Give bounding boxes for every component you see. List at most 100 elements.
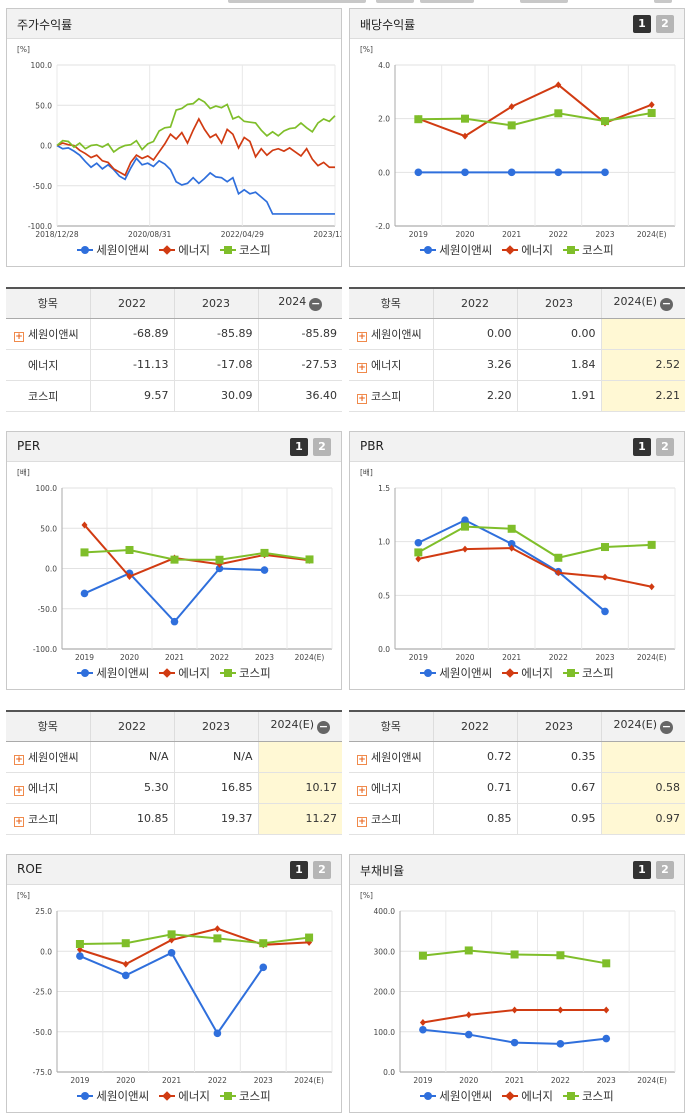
legend-item[interactable]: 에너지: [502, 1088, 553, 1104]
table-cell: 0.72: [432, 741, 517, 773]
y-tick-label: 25.0: [35, 907, 52, 916]
collapse-column-icon[interactable]: −: [660, 720, 674, 735]
per-table: 항목 2022 2023 2024(E) − + 세원이앤씨 N/A N/A + 에너지 5.30 16…: [6, 710, 342, 835]
tab-1[interactable]: 1: [633, 15, 651, 33]
row-label[interactable]: + 세원이앤씨: [6, 318, 90, 350]
legend-item[interactable]: 세원이앤씨: [420, 1088, 492, 1104]
table-row: + 에너지 0.71 0.67 0.58: [349, 772, 685, 804]
data-point: [419, 1025, 427, 1034]
tab-1[interactable]: 1: [633, 438, 651, 456]
legend-item[interactable]: 코스피: [219, 1088, 271, 1104]
series-line: [417, 519, 606, 613]
data-point: [554, 168, 563, 177]
column-header-item: 항목: [6, 288, 90, 319]
legend-item[interactable]: 에너지: [159, 665, 210, 681]
expand-row-icon[interactable]: +: [14, 785, 24, 796]
tab-2[interactable]: 2: [656, 15, 674, 33]
x-tick-label: 2020/08/31: [128, 230, 171, 239]
data-point: [126, 573, 133, 581]
row-label[interactable]: + 에너지: [6, 772, 90, 804]
table-cell: 0.00: [516, 318, 601, 350]
legend-item[interactable]: 코스피: [562, 1088, 614, 1104]
tab-1[interactable]: 1: [290, 438, 308, 456]
data-point: [215, 564, 224, 573]
row-label[interactable]: + 에너지: [349, 772, 433, 804]
legend-item[interactable]: 에너지: [159, 242, 210, 258]
expand-row-icon[interactable]: +: [357, 362, 367, 373]
data-point: [76, 952, 84, 960]
panel-title: 부채비율: [360, 864, 405, 878]
row-label[interactable]: + 세원이앤씨: [349, 741, 433, 773]
legend-marker-icon: [159, 668, 176, 678]
table-cell: 0.71: [432, 772, 517, 804]
y-tick-label: 100.0: [31, 61, 53, 70]
tab-1[interactable]: 1: [290, 861, 308, 879]
data-point: [603, 1006, 610, 1014]
expand-row-icon[interactable]: +: [357, 331, 367, 342]
table-cell: 9.57: [89, 380, 174, 412]
y-tick-label: 200.0: [374, 988, 396, 997]
table-cell: 11.27: [257, 803, 342, 835]
legend-item[interactable]: 세원이앤씨: [77, 1088, 149, 1104]
row-label[interactable]: + 세원이앤씨: [349, 318, 433, 350]
y-tick-label: 0.0: [383, 1068, 395, 1077]
collapse-column-icon[interactable]: −: [309, 297, 323, 312]
tab-2[interactable]: 2: [313, 861, 331, 879]
chart-legend: 세원이앤씨 에너지 코스피: [350, 242, 684, 258]
series-line: [84, 548, 310, 561]
legend-item[interactable]: 에너지: [159, 1088, 210, 1104]
x-tick-label: 2021: [165, 653, 184, 662]
x-tick-label: 2021: [502, 230, 521, 239]
data-point: [414, 538, 423, 547]
expand-row-icon[interactable]: +: [357, 816, 367, 827]
legend-item[interactable]: 코스피: [219, 242, 271, 258]
row-label[interactable]: + 에너지: [349, 349, 433, 381]
panel-header: ROE 1 2: [7, 855, 341, 885]
panel-header: PBR 1 2: [350, 432, 684, 462]
series-0: [414, 516, 609, 616]
y-tick-label: -25.0: [33, 988, 53, 997]
row-label[interactable]: + 코스피: [349, 803, 433, 835]
data-point: [555, 81, 562, 89]
legend-item[interactable]: 코스피: [562, 242, 614, 258]
table-row: + 코스피 0.85 0.95 0.97: [349, 803, 685, 835]
legend-item[interactable]: 에너지: [502, 665, 553, 681]
table-cell: 5.30: [89, 772, 174, 804]
legend-item[interactable]: 에너지: [502, 242, 553, 258]
legend-item[interactable]: 세원이앤씨: [77, 242, 149, 258]
top-tab-stub: [654, 0, 672, 3]
tab-2[interactable]: 2: [313, 438, 331, 456]
expand-row-icon[interactable]: +: [357, 754, 367, 765]
tab-2[interactable]: 2: [656, 861, 674, 879]
data-point: [461, 168, 469, 177]
tab-1[interactable]: 1: [633, 861, 651, 879]
table-cell: -11.13: [89, 349, 174, 381]
row-label[interactable]: + 코스피: [349, 380, 433, 412]
legend-item[interactable]: 세원이앤씨: [420, 665, 492, 681]
row-label[interactable]: + 세원이앤씨: [6, 741, 90, 773]
data-point: [170, 555, 179, 564]
collapse-column-icon[interactable]: −: [660, 297, 674, 312]
expand-row-icon[interactable]: +: [14, 754, 24, 765]
tab-2[interactable]: 2: [656, 438, 674, 456]
panel-title: 배당수익률: [360, 18, 416, 32]
expand-row-icon[interactable]: +: [14, 331, 24, 342]
legend-label: 코스피: [238, 1089, 271, 1103]
expand-row-icon[interactable]: +: [357, 785, 367, 796]
legend-label: 코스피: [581, 666, 614, 680]
collapse-column-icon[interactable]: −: [317, 720, 331, 735]
legend-label: 세원이앤씨: [96, 243, 150, 257]
legend-item[interactable]: 코스피: [562, 665, 614, 681]
x-tick-label: 2023: [595, 653, 614, 662]
dividend-yield-chart: [%] 4.0 2.0 0.0 -2.0 2019 2020 2021 2022 2023 2024…: [360, 45, 676, 239]
series-line-0: [56, 144, 335, 215]
x-tick-label: 2019: [409, 230, 428, 239]
legend-item[interactable]: 세원이앤씨: [77, 665, 149, 681]
data-point: [260, 548, 269, 557]
legend-item[interactable]: 코스피: [219, 665, 271, 681]
legend-item[interactable]: 세원이앤씨: [420, 242, 492, 258]
expand-row-icon[interactable]: +: [14, 816, 24, 827]
expand-row-icon[interactable]: +: [357, 393, 367, 404]
row-label[interactable]: + 코스피: [6, 803, 90, 835]
legend-marker-icon: [77, 246, 94, 254]
